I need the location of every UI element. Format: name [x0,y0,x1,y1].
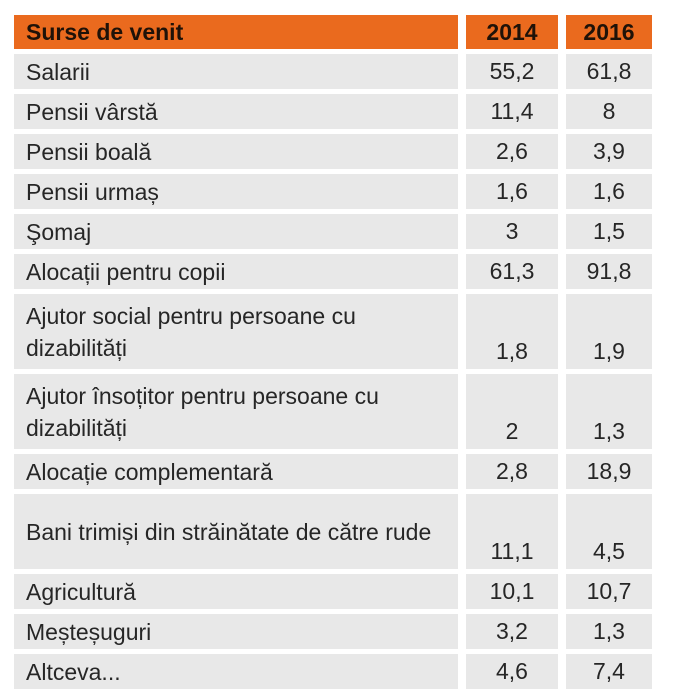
value-2016: 4,5 [566,494,660,574]
row-label: Alocație complementară [14,454,466,494]
value-2014: 10,1 [466,574,566,614]
value-2014: 4,6 [466,654,566,694]
table-row: Şomaj 3 1,5 [14,214,660,254]
value-2014: 2,8 [466,454,566,494]
row-label: Şomaj [14,214,466,254]
table-row: Bani trimiși din străinătate de către ru… [14,494,660,574]
value-2016: 8 [566,94,660,134]
value-2014: 1,6 [466,174,566,214]
table-row: Meșteșuguri 3,2 1,3 [14,614,660,654]
value-2014: 2 [466,374,566,454]
value-2014: 61,3 [466,254,566,294]
row-label: Meșteșuguri [14,614,466,654]
row-label: Ajutor însoțitor pentru persoane cu diza… [14,374,466,454]
value-2016: 61,8 [566,54,660,94]
value-2014: 1,8 [466,294,566,374]
value-2014: 2,6 [466,134,566,174]
value-2016: 1,5 [566,214,660,254]
value-2016: 1,6 [566,174,660,214]
value-2014: 3 [466,214,566,254]
value-2014: 3,2 [466,614,566,654]
value-2016: 1,3 [566,374,660,454]
table-row: Alocații pentru copii 61,3 91,8 [14,254,660,294]
value-2016: 7,4 [566,654,660,694]
table-row: Pensii boală 2,6 3,9 [14,134,660,174]
value-2014: 11,4 [466,94,566,134]
table-row: Alocație complementară 2,8 18,9 [14,454,660,494]
table-row: Ajutor social pentru persoane cu dizabil… [14,294,660,374]
table-row: Agricultură 10,1 10,7 [14,574,660,614]
value-2016: 3,9 [566,134,660,174]
row-label: Pensii vârstă [14,94,466,134]
header-year-2014: 2014 [466,15,566,54]
table-header-row: Surse de venit 2014 2016 [14,15,660,54]
header-year-2016: 2016 [566,15,660,54]
row-label: Alocații pentru copii [14,254,466,294]
value-2014: 55,2 [466,54,566,94]
table-row: Ajutor însoțitor pentru persoane cu diza… [14,374,660,454]
row-label: Bani trimiși din străinătate de către ru… [14,494,466,574]
value-2016: 1,9 [566,294,660,374]
row-label: Altceva... [14,654,466,694]
row-label: Ajutor social pentru persoane cu dizabil… [14,294,466,374]
header-source-label: Surse de venit [14,15,466,54]
row-label: Pensii urmaș [14,174,466,214]
row-label: Pensii boală [14,134,466,174]
value-2016: 10,7 [566,574,660,614]
table-row: Altceva... 4,6 7,4 [14,654,660,694]
row-label: Salarii [14,54,466,94]
table-row: Pensii vârstă 11,4 8 [14,94,660,134]
table-row: Salarii 55,2 61,8 [14,54,660,94]
value-2014: 11,1 [466,494,566,574]
value-2016: 1,3 [566,614,660,654]
row-label: Agricultură [14,574,466,614]
income-sources-table: Surse de venit 2014 2016 Salarii 55,2 61… [14,15,660,694]
table-row: Pensii urmaș 1,6 1,6 [14,174,660,214]
value-2016: 18,9 [566,454,660,494]
value-2016: 91,8 [566,254,660,294]
